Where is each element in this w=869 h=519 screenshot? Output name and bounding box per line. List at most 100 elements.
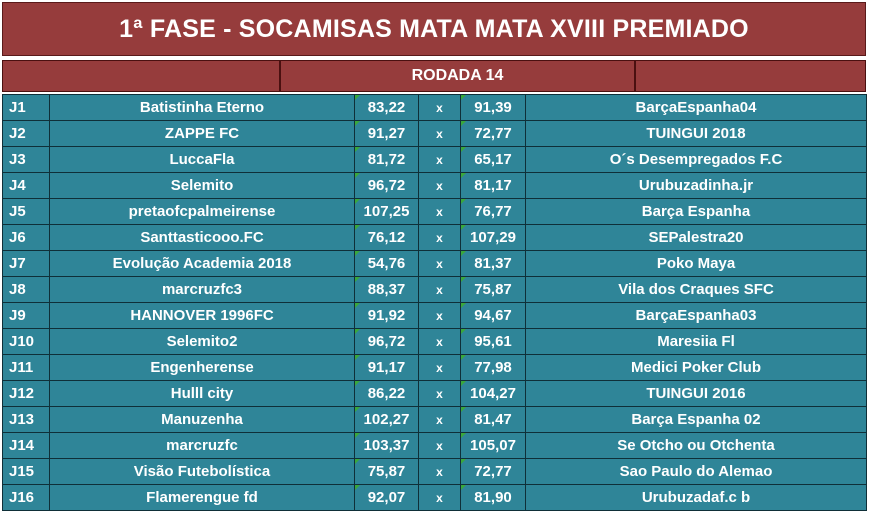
home-team: Visão Futebolística xyxy=(49,458,355,485)
match-row: J8 marcruzfc3 88,37 x 75,87 Vila dos Craques … xyxy=(2,276,867,303)
versus: x xyxy=(418,406,461,433)
home-score: 88,37 xyxy=(354,276,419,303)
away-score: 72,77 xyxy=(460,120,526,147)
match-row: J13 Manuzenha 102,27 x 81,47 Barça Espanha 02 xyxy=(2,406,867,433)
away-team: Urubuzadaf.c b xyxy=(525,484,867,511)
away-score: 95,61 xyxy=(460,328,526,355)
game-id: J15 xyxy=(2,458,50,485)
home-team: Evolução Academia 2018 xyxy=(49,250,355,277)
match-row: J15 Visão Futebolística 75,87 x 72,77 Sao Pau… xyxy=(2,458,867,485)
match-row: J14 marcruzfc 103,37 x 105,07 Se Otcho ou Otc… xyxy=(2,432,867,459)
round-header-right-cell xyxy=(635,60,866,92)
home-team: pretaofcpalmeirense xyxy=(49,198,355,225)
game-id: J5 xyxy=(2,198,50,225)
away-score: 72,77 xyxy=(460,458,526,485)
game-id: J9 xyxy=(2,302,50,329)
away-score: 107,29 xyxy=(460,224,526,251)
home-score: 75,87 xyxy=(354,458,419,485)
versus: x xyxy=(418,172,461,199)
home-team: Selemito xyxy=(49,172,355,199)
home-score: 96,72 xyxy=(354,328,419,355)
versus: x xyxy=(418,224,461,251)
away-score: 105,07 xyxy=(460,432,526,459)
game-id: J11 xyxy=(2,354,50,381)
round-header-left-cell xyxy=(2,60,280,92)
versus: x xyxy=(418,276,461,303)
away-score: 104,27 xyxy=(460,380,526,407)
game-id: J6 xyxy=(2,224,50,251)
game-id: J10 xyxy=(2,328,50,355)
game-id: J12 xyxy=(2,380,50,407)
away-team: Vila dos Craques SFC xyxy=(525,276,867,303)
home-score: 91,17 xyxy=(354,354,419,381)
matches-table: J1 Batistinha Eterno 83,22 x 91,39 BarçaEspan… xyxy=(2,94,867,511)
match-row: J2 ZAPPE FC 91,27 x 72,77 TUINGUI 2018 xyxy=(2,120,867,147)
home-score: 81,72 xyxy=(354,146,419,173)
away-team: Maresiia Fl xyxy=(525,328,867,355)
round-label: RODADA 14 xyxy=(280,60,635,92)
home-team: Selemito2 xyxy=(49,328,355,355)
home-score: 96,72 xyxy=(354,172,419,199)
match-row: J6 Santtasticooo.FC 76,12 x 107,29 SEPalestra… xyxy=(2,224,867,251)
home-team: Engenherense xyxy=(49,354,355,381)
away-score: 77,98 xyxy=(460,354,526,381)
page-title: 1ª FASE - SOCAMISAS MATA MATA XVIII PREM… xyxy=(2,2,866,56)
home-score: 91,27 xyxy=(354,120,419,147)
away-team: SEPalestra20 xyxy=(525,224,867,251)
versus: x xyxy=(418,198,461,225)
away-team: Barça Espanha 02 xyxy=(525,406,867,433)
match-row: J4 Selemito 96,72 x 81,17 Urubuzadinha.jr xyxy=(2,172,867,199)
away-score: 75,87 xyxy=(460,276,526,303)
away-team: TUINGUI 2016 xyxy=(525,380,867,407)
away-team: Urubuzadinha.jr xyxy=(525,172,867,199)
match-row: J3 LuccaFla 81,72 x 65,17 O´s Desempregados F… xyxy=(2,146,867,173)
home-team: Batistinha Eterno xyxy=(49,94,355,121)
away-team: Sao Paulo do Alemao xyxy=(525,458,867,485)
away-score: 65,17 xyxy=(460,146,526,173)
game-id: J7 xyxy=(2,250,50,277)
away-team: Medici Poker Club xyxy=(525,354,867,381)
away-score: 76,77 xyxy=(460,198,526,225)
away-team: TUINGUI 2018 xyxy=(525,120,867,147)
home-score: 54,76 xyxy=(354,250,419,277)
away-team: Poko Maya xyxy=(525,250,867,277)
home-score: 102,27 xyxy=(354,406,419,433)
game-id: J1 xyxy=(2,94,50,121)
versus: x xyxy=(418,94,461,121)
versus: x xyxy=(418,380,461,407)
home-score: 92,07 xyxy=(354,484,419,511)
away-team: BarçaEspanha04 xyxy=(525,94,867,121)
round-header-row: RODADA 14 xyxy=(2,60,866,92)
game-id: J2 xyxy=(2,120,50,147)
home-team: marcruzfc3 xyxy=(49,276,355,303)
match-row: J11 Engenherense 91,17 x 77,98 Medici Poker C… xyxy=(2,354,867,381)
versus: x xyxy=(418,354,461,381)
game-id: J3 xyxy=(2,146,50,173)
match-row: J12 Hulll city 86,22 x 104,27 TUINGUI 2016 xyxy=(2,380,867,407)
home-score: 76,12 xyxy=(354,224,419,251)
away-score: 91,39 xyxy=(460,94,526,121)
match-row: J16 Flamerengue fd 92,07 x 81,90 Urubuzadaf.c… xyxy=(2,484,867,511)
versus: x xyxy=(418,458,461,485)
away-team: O´s Desempregados F.C xyxy=(525,146,867,173)
home-team: HANNOVER 1996FC xyxy=(49,302,355,329)
versus: x xyxy=(418,302,461,329)
versus: x xyxy=(418,432,461,459)
match-row: J10 Selemito2 96,72 x 95,61 Maresiia Fl xyxy=(2,328,867,355)
versus: x xyxy=(418,120,461,147)
away-score: 81,17 xyxy=(460,172,526,199)
away-score: 81,37 xyxy=(460,250,526,277)
home-score: 83,22 xyxy=(354,94,419,121)
versus: x xyxy=(418,250,461,277)
versus: x xyxy=(418,484,461,511)
away-team: Barça Espanha xyxy=(525,198,867,225)
match-row: J7 Evolução Academia 2018 54,76 x 81,37 Poko … xyxy=(2,250,867,277)
home-score: 91,92 xyxy=(354,302,419,329)
match-row: J5 pretaofcpalmeirense 107,25 x 76,77 Barça E… xyxy=(2,198,867,225)
versus: x xyxy=(418,146,461,173)
away-score: 81,90 xyxy=(460,484,526,511)
away-team: BarçaEspanha03 xyxy=(525,302,867,329)
game-id: J16 xyxy=(2,484,50,511)
home-team: marcruzfc xyxy=(49,432,355,459)
game-id: J14 xyxy=(2,432,50,459)
